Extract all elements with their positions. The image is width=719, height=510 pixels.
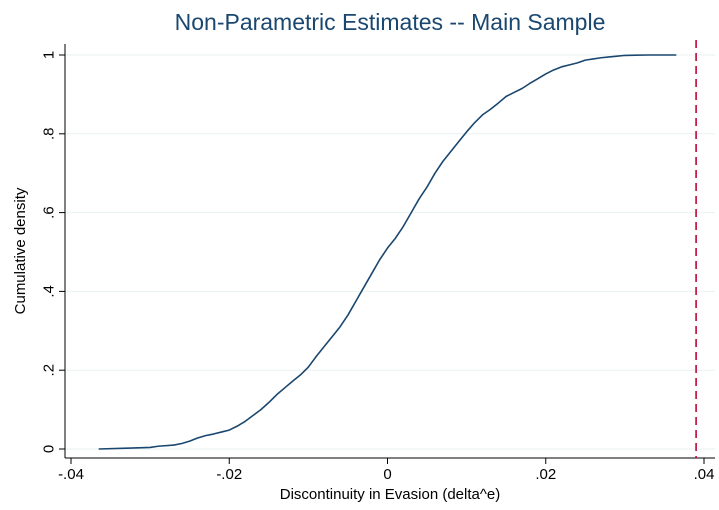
grid-layer — [65, 54, 715, 450]
y-tick-label-0: 0 — [40, 445, 57, 453]
y-tick-label-2: .4 — [40, 285, 57, 298]
cdf-series-line-0 — [98, 54, 677, 450]
x-tick-label-1: -.02 — [216, 466, 242, 483]
x-tick-label-2: 0 — [383, 466, 391, 483]
axis-layer — [64, 44, 715, 459]
x-tick-label-4: .04 — [694, 466, 715, 483]
x-axis-title: Discontinuity in Evasion (delta^e) — [280, 486, 500, 503]
y-tick-label-1: .2 — [40, 364, 57, 377]
x-tick-label-0: -.04 — [58, 466, 84, 483]
plot-layer — [98, 40, 697, 458]
y-tick-label-3: .6 — [40, 206, 57, 219]
y-tick-label-4: .8 — [40, 128, 57, 141]
y-axis-title: Cumulative density — [12, 187, 29, 314]
tick-layer: 0 .2 .4 .6 .8 1 -.04 -.02 0 .02 .04 — [40, 51, 714, 483]
y-tick-label-5: 1 — [40, 51, 57, 59]
x-tick-label-3: .02 — [535, 466, 556, 483]
chart-title: Non-Parametric Estimates -- Main Sample — [175, 9, 606, 35]
